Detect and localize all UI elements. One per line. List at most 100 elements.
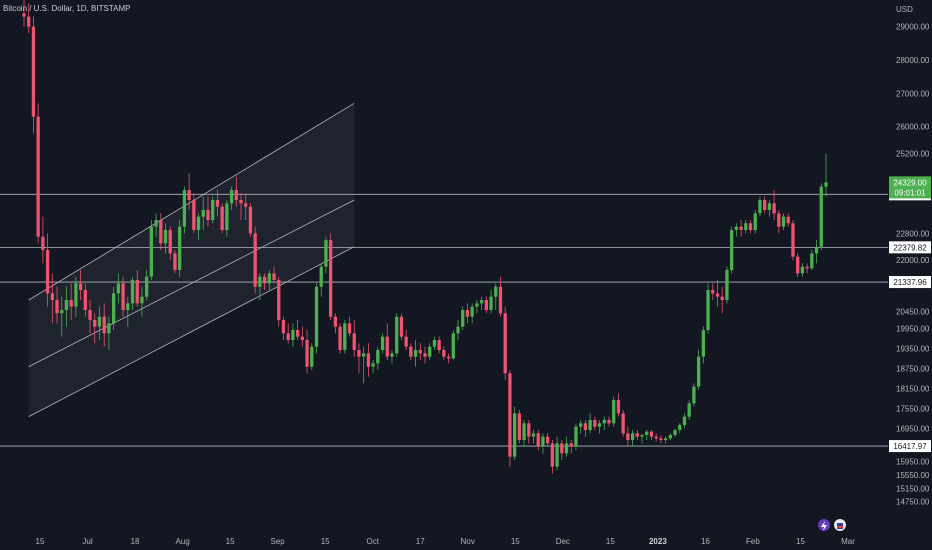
- candle-body: [527, 423, 531, 437]
- candle-body: [810, 253, 814, 269]
- candle-body: [395, 316, 399, 354]
- y-tick-label: 17550.00: [896, 404, 930, 413]
- candle-body: [602, 420, 606, 424]
- candles: [22, 0, 828, 474]
- x-tick-label: 18: [131, 537, 140, 546]
- candle-body: [88, 310, 92, 320]
- lightning-icon[interactable]: [818, 519, 830, 531]
- y-tick-label: 25200.00: [896, 149, 930, 158]
- candle-body: [767, 203, 772, 210]
- candle-body: [734, 226, 739, 230]
- price-axis[interactable]: USD 29000.00 28000.00 27000.00 26000.00 2520…: [896, 5, 930, 507]
- y-tick-label: 26000.00: [896, 123, 930, 132]
- level-price-tag: [889, 276, 931, 289]
- candle-body: [758, 200, 762, 214]
- candle-body: [550, 443, 555, 467]
- candle-body: [182, 190, 187, 227]
- candle-body: [187, 190, 191, 200]
- candle-body: [635, 433, 639, 437]
- candle-body: [763, 200, 767, 210]
- candle-body: [569, 443, 573, 447]
- channel-upper-line: [28, 102, 355, 301]
- candle-body: [41, 236, 45, 250]
- candle-body: [536, 433, 540, 447]
- y-tick-label: 16950.00: [896, 424, 930, 433]
- candle-body: [286, 333, 290, 340]
- candle-body: [267, 273, 271, 284]
- candle-body: [560, 443, 564, 454]
- candle-body: [371, 363, 375, 367]
- candle-body: [508, 373, 512, 457]
- candle-body: [404, 336, 408, 347]
- candle-body: [470, 306, 474, 317]
- flag-icon[interactable]: [834, 519, 846, 531]
- price-tags: 23970.1122379.8221337.9616417.9724329.00…: [889, 176, 931, 453]
- parallel-channel[interactable]: [28, 102, 355, 418]
- candle-body: [201, 210, 205, 217]
- candle-body: [720, 296, 724, 300]
- x-tick-label: Feb: [746, 537, 760, 546]
- candle-body: [220, 206, 224, 230]
- candle-body: [314, 286, 319, 347]
- candle-body: [244, 203, 248, 207]
- candle-body: [678, 425, 682, 430]
- x-tick-label: 15: [226, 537, 235, 546]
- candle-body: [262, 276, 267, 284]
- chart-title: Bitcoin / U.S. Dollar, 1D, BITSTAMP: [3, 4, 131, 13]
- time-axis[interactable]: 15 Jul 18 Aug 15 Sep 15 Oct 17 Nov 15 Dec 15 2023 16 Fe…: [36, 537, 856, 546]
- level-price-label: 21337.96: [893, 278, 927, 287]
- candle-body: [711, 290, 715, 294]
- candle-body: [50, 293, 54, 300]
- candle-body: [649, 431, 654, 437]
- candle-body: [343, 323, 347, 350]
- candle-body: [593, 420, 597, 427]
- candle-body: [777, 213, 781, 227]
- y-tick-label: 18150.00: [896, 384, 930, 393]
- candle-body: [574, 426, 578, 447]
- candle-body: [616, 400, 621, 414]
- candle-body: [69, 300, 73, 307]
- x-tick-label: Jul: [82, 537, 92, 546]
- candle-body: [654, 436, 658, 439]
- candle-body: [668, 435, 672, 439]
- candle-body: [772, 203, 776, 214]
- candle-body: [333, 316, 338, 327]
- candle-body: [83, 290, 87, 310]
- level-price-label: 22379.82: [893, 243, 927, 252]
- x-tick-label: 16: [701, 537, 710, 546]
- candle-body: [692, 386, 696, 404]
- candle-body: [225, 203, 229, 230]
- candle-body: [121, 283, 125, 310]
- candle-body: [324, 240, 328, 267]
- candle-body: [564, 443, 569, 454]
- candle-body: [814, 246, 819, 254]
- candle-body: [277, 280, 281, 320]
- candle-body: [423, 353, 427, 357]
- x-tick-label: Aug: [175, 537, 189, 546]
- candle-body: [432, 340, 437, 347]
- y-tick-label: 27000.00: [896, 89, 930, 98]
- level-price-tag: [889, 241, 931, 254]
- candle-body: [78, 283, 83, 290]
- candle-body: [517, 413, 522, 440]
- candle-body: [522, 423, 526, 440]
- candle-body: [168, 230, 172, 254]
- candle-body: [45, 250, 50, 294]
- candle-body: [673, 430, 677, 435]
- channel-fill: [28, 103, 355, 417]
- x-tick-label: Nov: [461, 537, 475, 546]
- countdown-label: 09:01:01: [894, 188, 926, 197]
- candle-body: [786, 216, 790, 224]
- candle-body: [442, 350, 446, 357]
- candle-body: [781, 216, 786, 227]
- candle-body: [328, 240, 333, 317]
- y-tick-label: 20450.00: [896, 308, 930, 317]
- candle-body: [465, 310, 470, 317]
- candle-body: [163, 230, 168, 244]
- candle-body: [281, 320, 286, 334]
- candle-body: [640, 435, 644, 437]
- current-price-label: 24329.00: [893, 178, 927, 187]
- x-tick-label: 15: [511, 537, 520, 546]
- level-price-tag: [889, 440, 931, 453]
